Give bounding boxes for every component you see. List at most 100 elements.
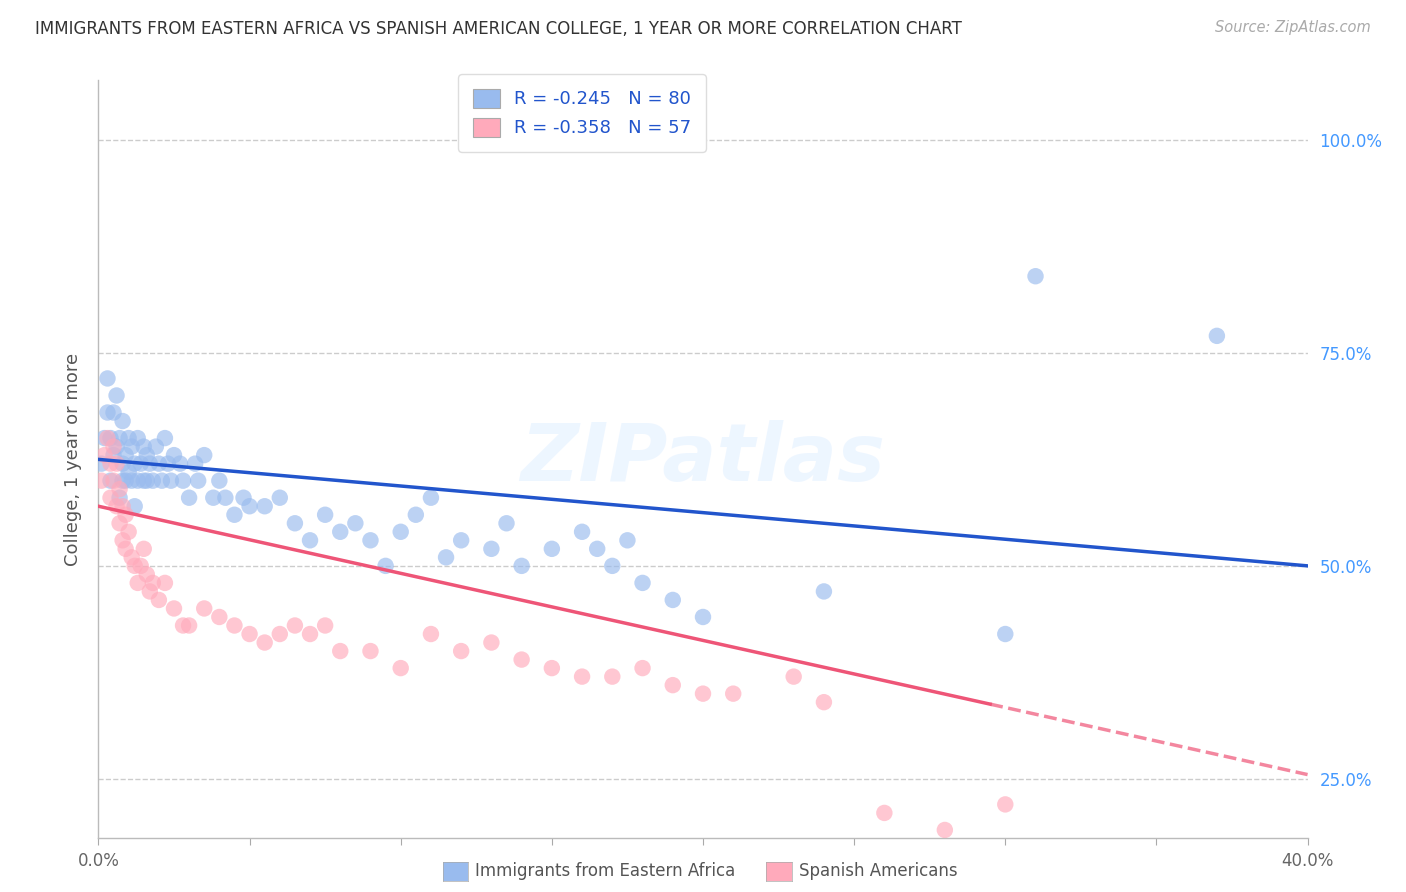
Point xyxy=(135,448,157,462)
Point xyxy=(873,805,896,820)
Point xyxy=(202,491,225,505)
Point xyxy=(145,440,167,454)
Point xyxy=(314,508,336,522)
Point xyxy=(1206,329,1229,343)
Point xyxy=(121,440,143,454)
Point xyxy=(813,584,835,599)
Point xyxy=(114,541,136,556)
Point xyxy=(172,618,194,632)
Point xyxy=(111,457,134,471)
Point xyxy=(420,491,443,505)
Point xyxy=(253,500,276,514)
Point xyxy=(510,652,533,666)
Text: Immigrants from Eastern Africa: Immigrants from Eastern Africa xyxy=(475,863,735,880)
Point xyxy=(214,491,236,505)
Point xyxy=(602,558,624,573)
Point xyxy=(783,670,806,684)
Point xyxy=(329,644,352,658)
Point xyxy=(374,558,396,573)
Text: Spanish Americans: Spanish Americans xyxy=(799,863,957,880)
Point xyxy=(93,448,115,462)
Point xyxy=(103,448,125,462)
Point xyxy=(269,491,291,505)
Point xyxy=(299,627,322,641)
Point xyxy=(631,661,654,675)
Point xyxy=(105,457,128,471)
Point xyxy=(284,516,307,531)
Point xyxy=(114,508,136,522)
Point xyxy=(360,533,382,548)
Point xyxy=(153,575,176,590)
Point xyxy=(150,474,173,488)
Point xyxy=(121,550,143,565)
Point xyxy=(100,457,122,471)
Point xyxy=(239,627,262,641)
Point xyxy=(139,584,162,599)
Point xyxy=(314,618,336,632)
Point xyxy=(108,516,131,531)
Y-axis label: College, 1 year or more: College, 1 year or more xyxy=(63,353,82,566)
Point xyxy=(105,440,128,454)
Point xyxy=(160,474,183,488)
Point xyxy=(661,593,683,607)
Point xyxy=(994,627,1017,641)
Point xyxy=(96,405,118,419)
Point xyxy=(121,474,143,488)
Point xyxy=(450,644,472,658)
Point xyxy=(142,575,165,590)
Point xyxy=(111,474,134,488)
Point xyxy=(127,575,149,590)
Point xyxy=(571,524,593,539)
Point xyxy=(193,448,215,462)
Point xyxy=(132,440,155,454)
Point xyxy=(127,474,149,488)
Point xyxy=(96,371,118,385)
Point xyxy=(934,822,956,837)
Point xyxy=(118,431,141,445)
Point xyxy=(299,533,322,548)
Text: Source: ZipAtlas.com: Source: ZipAtlas.com xyxy=(1215,20,1371,35)
Point xyxy=(148,457,170,471)
Point xyxy=(239,500,262,514)
Point xyxy=(114,448,136,462)
Point xyxy=(661,678,683,692)
Point xyxy=(135,474,157,488)
Point xyxy=(129,558,152,573)
Point xyxy=(631,575,654,590)
Point xyxy=(93,431,115,445)
Point xyxy=(124,457,146,471)
Point xyxy=(510,558,533,573)
Point xyxy=(208,474,231,488)
Point xyxy=(172,474,194,488)
Point xyxy=(232,491,254,505)
Point xyxy=(692,687,714,701)
Point xyxy=(420,627,443,641)
Point xyxy=(100,474,122,488)
Point xyxy=(142,474,165,488)
Point xyxy=(389,661,412,675)
Point xyxy=(127,431,149,445)
Point xyxy=(692,610,714,624)
Point xyxy=(179,491,201,505)
Point xyxy=(108,431,131,445)
Point xyxy=(540,541,562,556)
Point xyxy=(124,558,146,573)
Point xyxy=(132,541,155,556)
Point xyxy=(111,533,134,548)
Point xyxy=(179,618,201,632)
Point xyxy=(105,388,128,402)
Point xyxy=(129,457,152,471)
Point xyxy=(111,500,134,514)
Point xyxy=(100,431,122,445)
Legend: R = -0.245   N = 80, R = -0.358   N = 57: R = -0.245 N = 80, R = -0.358 N = 57 xyxy=(458,74,706,152)
Point xyxy=(284,618,307,632)
Point xyxy=(163,601,186,615)
Text: ZIPatlas: ZIPatlas xyxy=(520,420,886,499)
Point xyxy=(450,533,472,548)
Point xyxy=(405,508,427,522)
Point xyxy=(360,644,382,658)
Point xyxy=(118,465,141,479)
Point xyxy=(193,601,215,615)
Point xyxy=(90,457,112,471)
Point xyxy=(616,533,638,548)
